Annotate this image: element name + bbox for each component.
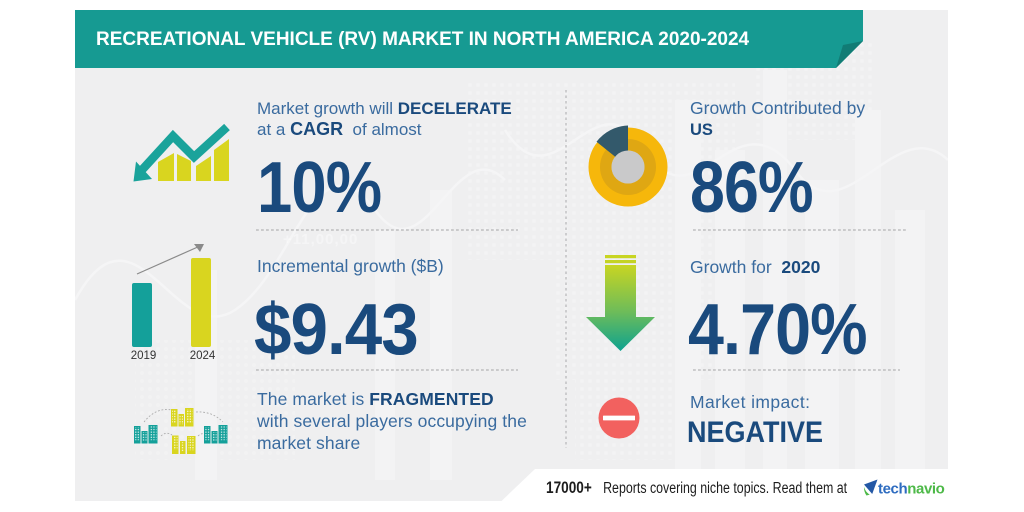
svg-text:2019: 2019 (131, 350, 157, 362)
svg-text:technavio: technavio (878, 481, 945, 498)
svg-text:2024: 2024 (190, 350, 216, 362)
